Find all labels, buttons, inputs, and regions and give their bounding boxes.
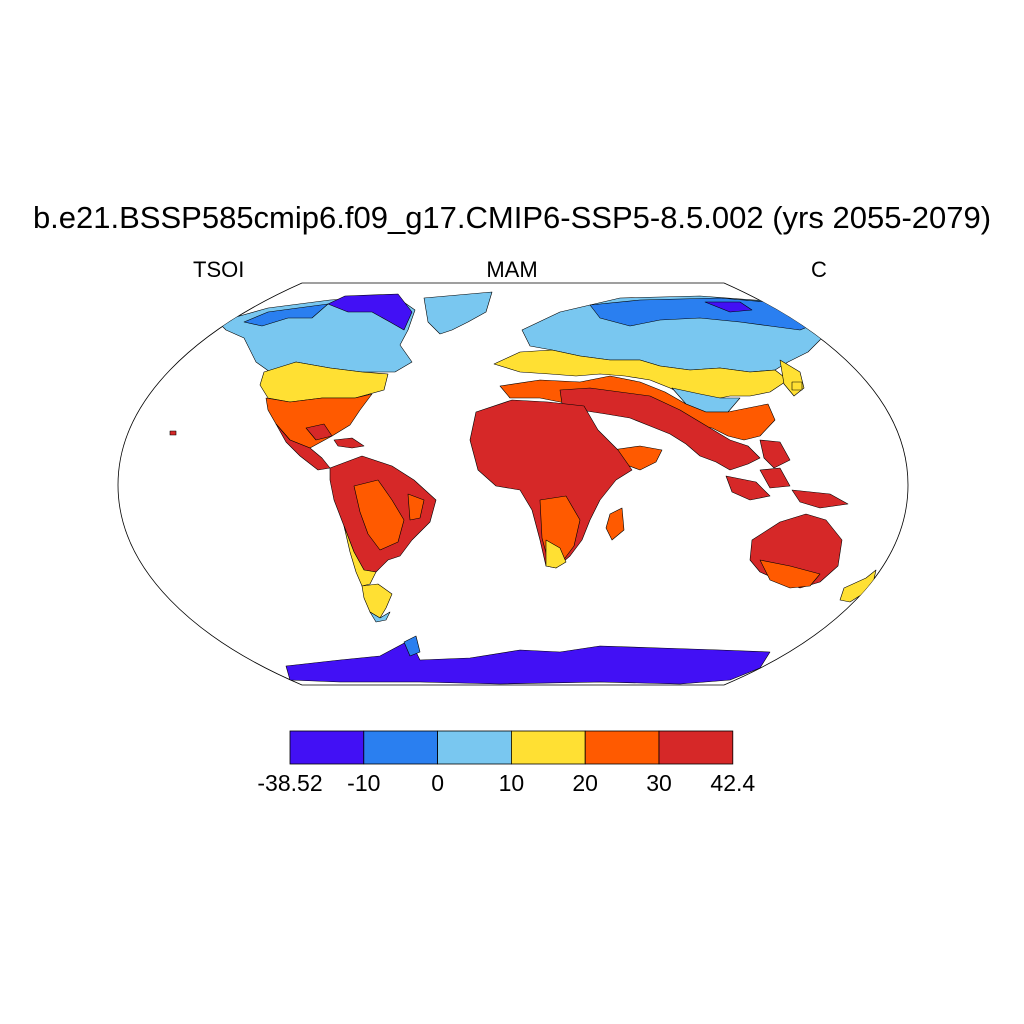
variable-label: TSOI — [193, 257, 245, 282]
greenland — [423, 291, 493, 335]
eurasia — [493, 295, 831, 471]
colorbar — [289, 730, 734, 765]
colorbar-label-3: 0 — [431, 770, 444, 796]
japan-island — [791, 381, 803, 391]
colorbar-box-3 — [437, 730, 512, 765]
africa — [469, 399, 633, 569]
colorbar-box-6 — [658, 730, 734, 765]
colorbar-label-5: 20 — [572, 770, 598, 796]
colorbar-label-2: -10 — [347, 770, 381, 796]
season-label: MAM — [486, 257, 538, 282]
south-america — [329, 455, 437, 623]
antarctica — [285, 635, 771, 685]
units-label: C — [811, 257, 827, 282]
maritime-southeast-asia — [725, 467, 849, 509]
colorbar-box-1 — [289, 730, 365, 765]
colorbar-box-4 — [510, 730, 586, 765]
caribbean — [333, 437, 365, 449]
hawaii-island — [169, 430, 177, 436]
colorbar-label-4: 10 — [498, 770, 525, 796]
colorbar-labels: -38.52 -10 0 10 20 30 42.4 — [0, 770, 1024, 800]
colorbar-label-7: 42.4 — [710, 770, 756, 796]
colorbar-box-2 — [363, 730, 438, 765]
colorbar-label-1: -38.52 — [257, 770, 323, 796]
plot-title: b.e21.BSSP585cmip6.f09_g17.CMIP6-SSP5-8.… — [32, 200, 992, 235]
colorbar-box-5 — [584, 730, 660, 765]
australia — [749, 513, 843, 589]
colorbar-label-6: 30 — [646, 770, 672, 796]
north-america — [217, 293, 416, 471]
